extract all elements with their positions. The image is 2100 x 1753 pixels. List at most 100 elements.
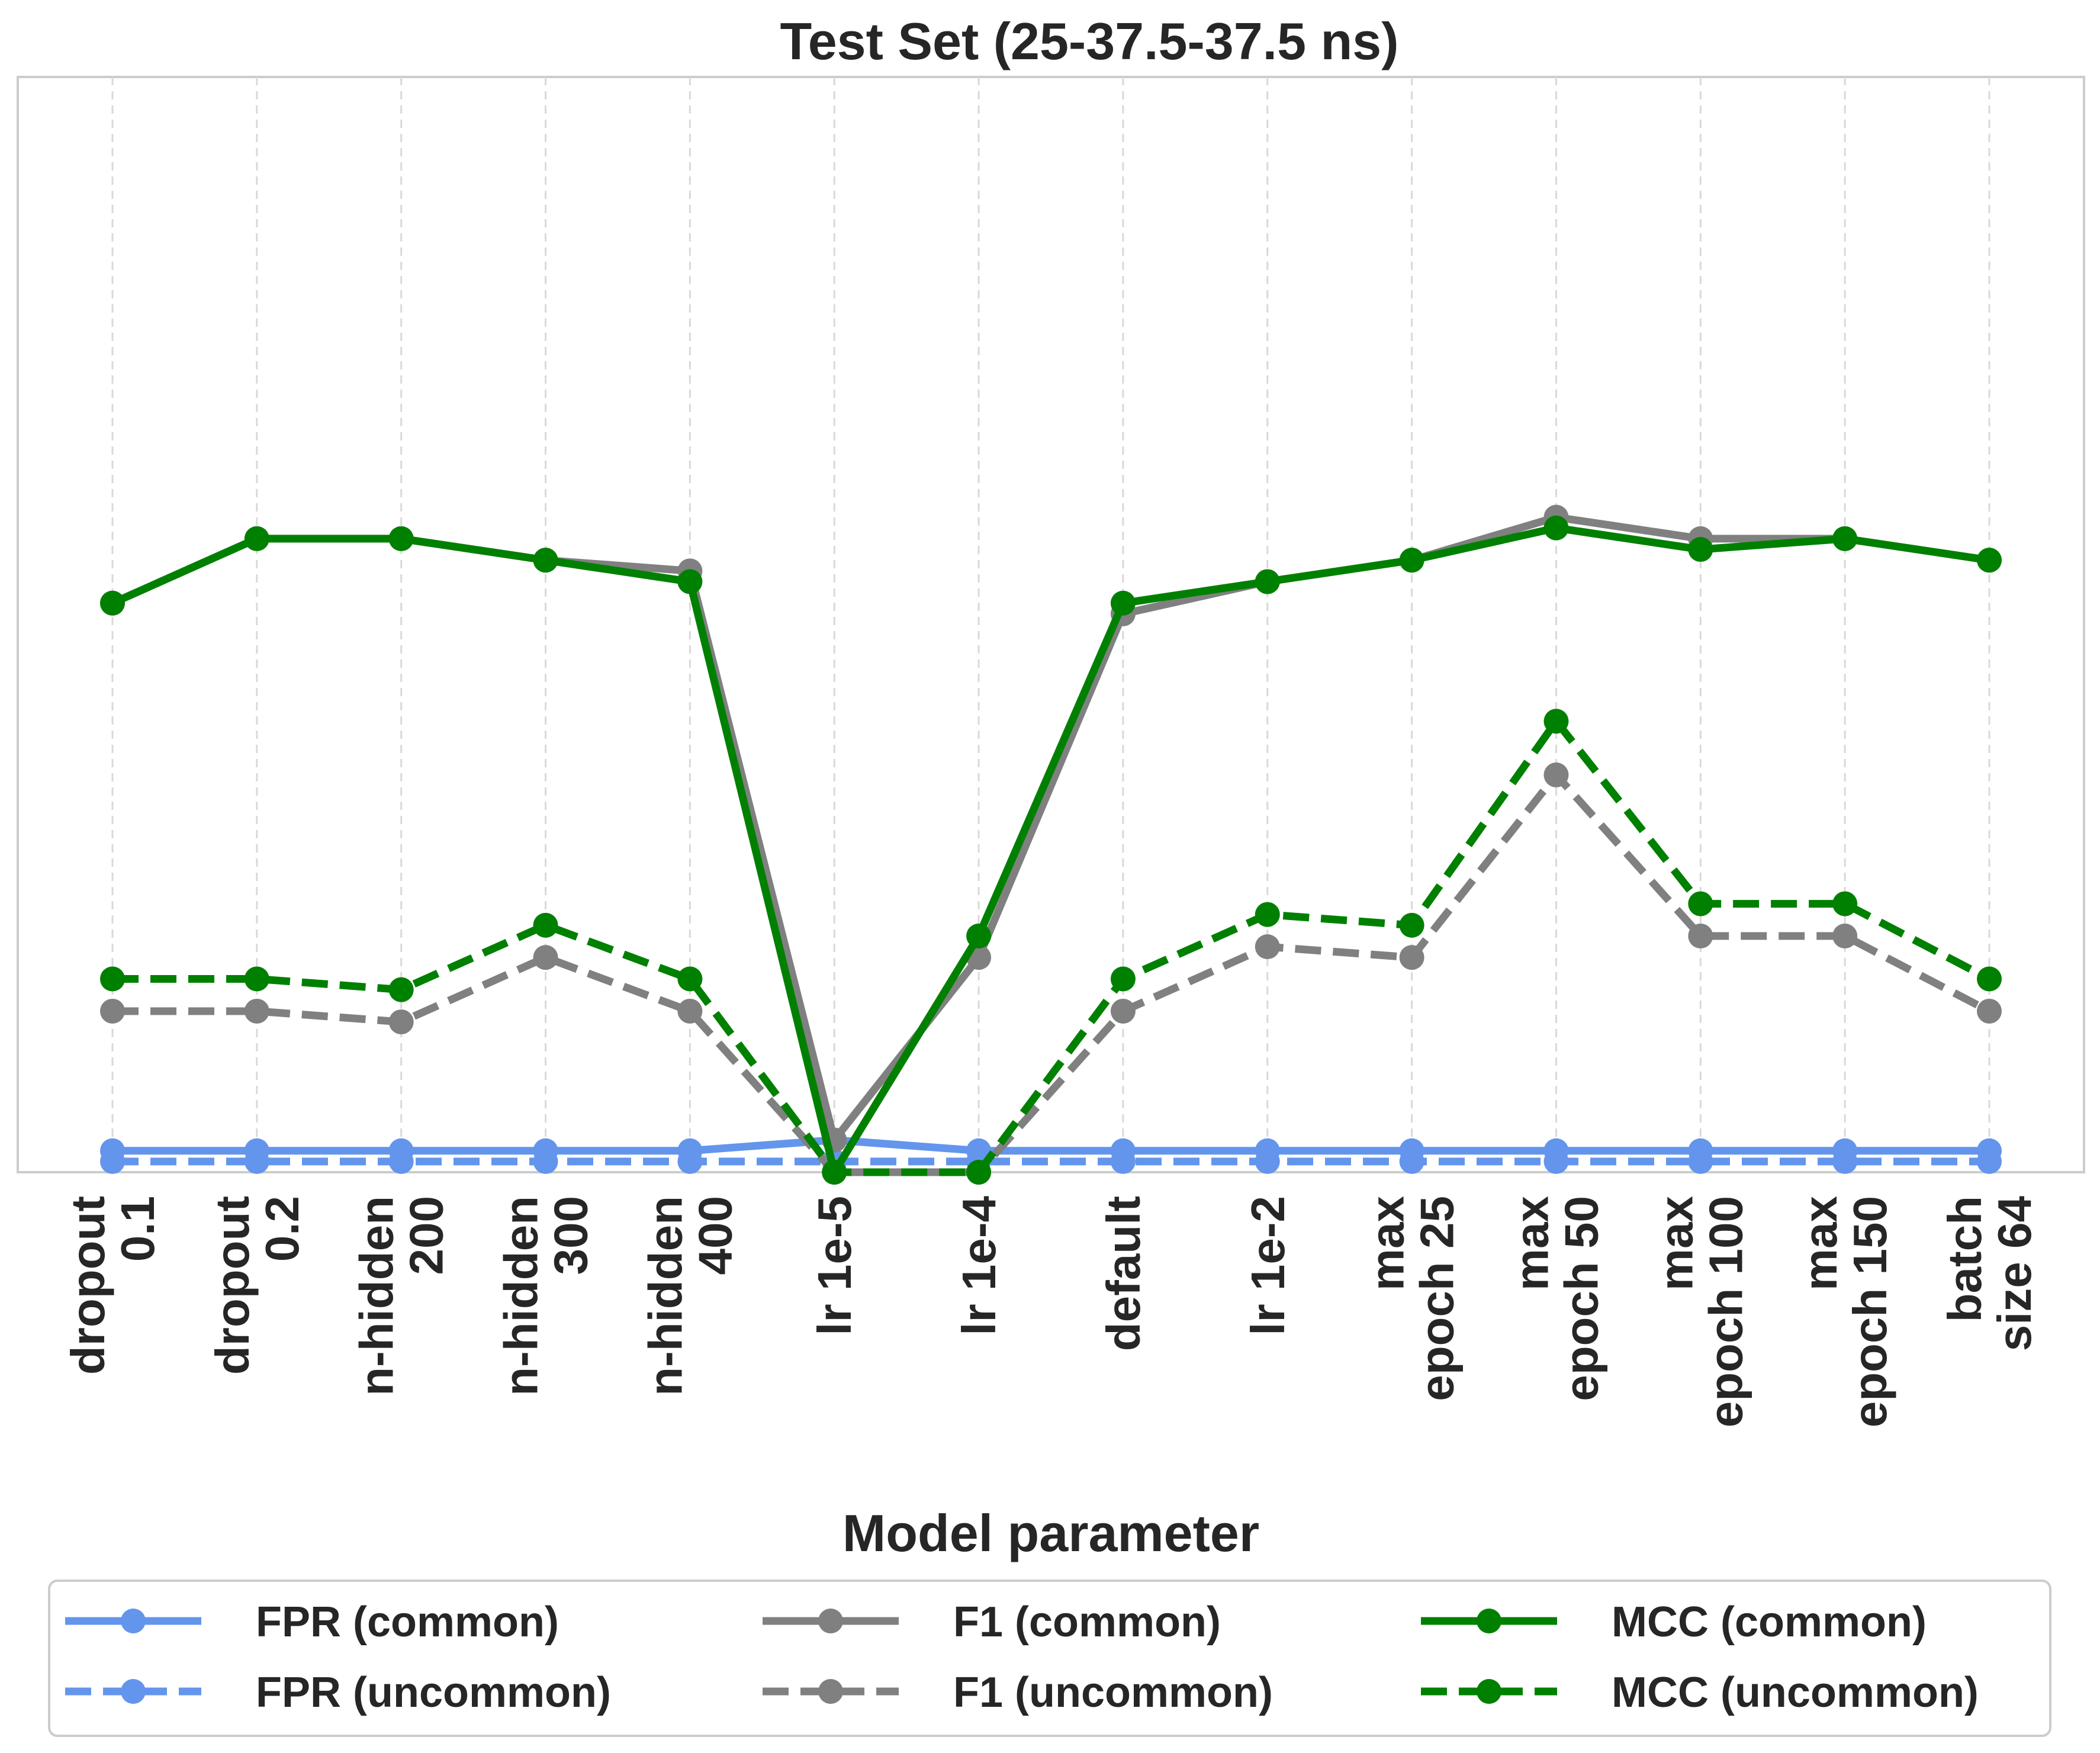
series-line (111, 524, 1990, 1176)
data-point (388, 977, 414, 1002)
x-tick-label-line: 200 (400, 1196, 453, 1275)
data-point (966, 1160, 992, 1185)
x-tick-label: lr 1e-2 (1242, 1196, 1294, 1336)
x-tick-label: default (1097, 1196, 1150, 1351)
series-line (112, 717, 1992, 1176)
data-point (100, 966, 125, 992)
legend-label: MCC (uncommon) (1612, 1669, 1979, 1716)
data-point (388, 526, 414, 551)
data-point (1688, 1138, 1713, 1163)
data-point (677, 1138, 703, 1163)
data-point (533, 548, 558, 573)
x-tick-label-line: max (1649, 1196, 1702, 1291)
series-line (112, 1136, 1989, 1155)
data-point (1688, 891, 1713, 916)
legend-label: F1 (uncommon) (953, 1669, 1273, 1716)
legend-entry: FPR (common) (65, 1598, 559, 1646)
data-point (1399, 912, 1424, 938)
x-tick-label: lr 1e-5 (808, 1196, 861, 1336)
data-point (1977, 966, 2002, 992)
legend-label: F1 (common) (953, 1598, 1221, 1646)
legend-entry: MCC (uncommon) (1421, 1669, 1979, 1716)
data-point (1688, 923, 1713, 948)
data-point (244, 1138, 269, 1163)
legend-swatch-marker (818, 1679, 843, 1704)
data-point (677, 569, 703, 594)
legend-swatch-marker (1477, 1609, 1501, 1633)
legend-label: FPR (common) (256, 1598, 559, 1646)
data-point (388, 1009, 414, 1035)
data-point (1977, 1138, 2002, 1163)
x-tick-label-line: lr 1e-4 (953, 1195, 1005, 1335)
data-point (1977, 548, 2002, 573)
data-point (1255, 1138, 1280, 1163)
x-tick-label-line: max (1794, 1196, 1847, 1291)
legend-label: FPR (uncommon) (256, 1669, 611, 1716)
x-tick-label-line: 0.2 (256, 1196, 308, 1262)
data-point (244, 526, 269, 551)
x-tick-label-line: 300 (545, 1196, 597, 1275)
data-point (100, 1138, 125, 1163)
x-tick-label-line: batch (1938, 1196, 1991, 1322)
x-tick-label-line: epoch 100 (1699, 1196, 1752, 1427)
data-point (822, 1160, 847, 1185)
legend-entry: F1 (common) (763, 1598, 1221, 1646)
data-point (388, 1138, 414, 1163)
data-point (1543, 709, 1569, 734)
x-tick-label-line: default (1097, 1196, 1150, 1351)
data-point (1110, 966, 1136, 992)
chart-title: Test Set (25-37.5-37.5 ns) (780, 12, 1398, 70)
legend: FPR (common) FPR (uncommon) F1 (common) F1 … (48, 1580, 2051, 1737)
legend-entry: FPR (uncommon) (65, 1669, 611, 1716)
legend-swatch-marker (1477, 1679, 1501, 1704)
data-point (1255, 902, 1280, 927)
data-point (533, 945, 558, 970)
data-point (1543, 762, 1569, 787)
data-point (1688, 537, 1713, 562)
x-tick-label-line: n-hidden (639, 1196, 692, 1396)
data-point (1832, 526, 1858, 551)
x-tick-label-line: lr 1e-2 (1242, 1196, 1294, 1336)
x-tick-label: lr 1e-4 (953, 1195, 1005, 1335)
data-point (1399, 1138, 1424, 1163)
data-point (244, 966, 269, 992)
x-tick-label-line: max (1361, 1196, 1414, 1291)
data-point (677, 966, 703, 992)
plot-area (17, 76, 2085, 1173)
x-tick-label-line: n-hidden (495, 1196, 548, 1396)
data-point (966, 923, 992, 948)
x-tick-label-line: lr 1e-5 (808, 1196, 861, 1336)
data-point (677, 998, 703, 1024)
data-point (100, 590, 125, 616)
data-point (1977, 998, 2002, 1024)
x-tick-label-line: n-hidden (350, 1196, 403, 1396)
data-point (1543, 515, 1569, 541)
data-point (1543, 1138, 1569, 1163)
data-point (1399, 945, 1424, 970)
data-point (966, 1138, 992, 1163)
series-mcc-common (100, 515, 2002, 1185)
x-tick-label-line: dropout (62, 1196, 114, 1375)
data-point (244, 998, 269, 1024)
x-tick-label-line: 0.1 (111, 1196, 164, 1262)
x-axis-label: Model parameter (842, 1504, 1259, 1562)
series-mcc-uncommon (100, 709, 2002, 1185)
data-point (1399, 548, 1424, 573)
series-layer (100, 504, 2002, 1185)
data-point (533, 912, 558, 938)
x-tick-label-line: max (1505, 1196, 1558, 1291)
data-point (1832, 1138, 1858, 1163)
x-tick-label-line: epoch 50 (1555, 1196, 1607, 1401)
x-tick-label-line: size 64 (1988, 1195, 2041, 1351)
legend-label: MCC (common) (1612, 1598, 1927, 1646)
legend-swatch-marker (818, 1609, 843, 1633)
